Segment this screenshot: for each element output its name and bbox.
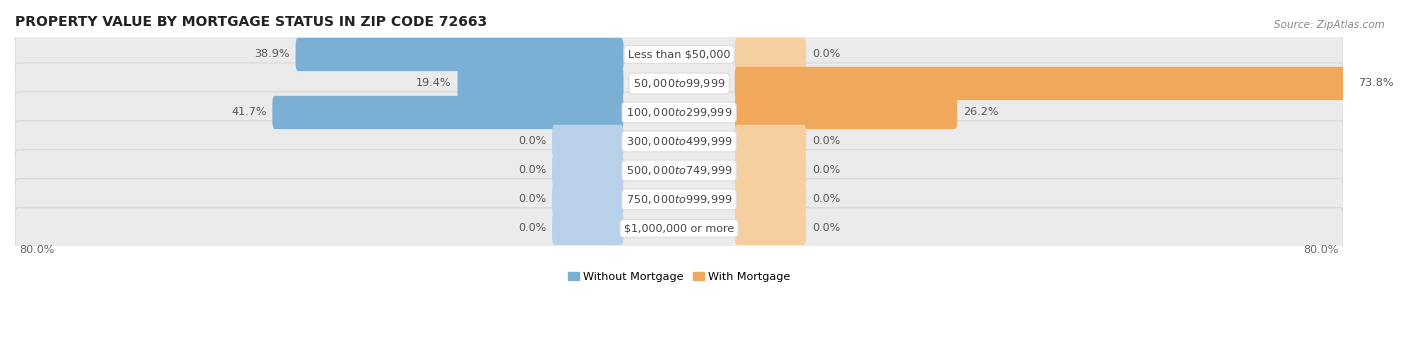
FancyBboxPatch shape: [735, 125, 806, 158]
Legend: Without Mortgage, With Mortgage: Without Mortgage, With Mortgage: [564, 267, 794, 286]
Text: 41.7%: 41.7%: [231, 107, 267, 117]
Text: $300,000 to $499,999: $300,000 to $499,999: [626, 135, 733, 148]
Text: $100,000 to $299,999: $100,000 to $299,999: [626, 106, 733, 119]
Text: 0.0%: 0.0%: [517, 194, 547, 204]
FancyBboxPatch shape: [735, 154, 806, 187]
FancyBboxPatch shape: [553, 154, 623, 187]
Text: $500,000 to $749,999: $500,000 to $749,999: [626, 164, 733, 177]
Text: 0.0%: 0.0%: [517, 136, 547, 147]
Text: 73.8%: 73.8%: [1358, 79, 1393, 88]
FancyBboxPatch shape: [735, 67, 1353, 100]
FancyBboxPatch shape: [15, 63, 1343, 104]
FancyBboxPatch shape: [15, 179, 1343, 220]
FancyBboxPatch shape: [735, 96, 957, 129]
FancyBboxPatch shape: [553, 125, 623, 158]
Text: Less than $50,000: Less than $50,000: [628, 50, 730, 59]
Text: 0.0%: 0.0%: [811, 136, 841, 147]
FancyBboxPatch shape: [457, 67, 623, 100]
Text: 0.0%: 0.0%: [517, 223, 547, 233]
Text: 80.0%: 80.0%: [1303, 245, 1339, 255]
FancyBboxPatch shape: [273, 96, 623, 129]
Text: 0.0%: 0.0%: [811, 166, 841, 175]
Text: $750,000 to $999,999: $750,000 to $999,999: [626, 193, 733, 206]
Text: 0.0%: 0.0%: [517, 166, 547, 175]
Text: 0.0%: 0.0%: [811, 194, 841, 204]
Text: $1,000,000 or more: $1,000,000 or more: [624, 223, 734, 233]
Text: $50,000 to $99,999: $50,000 to $99,999: [633, 77, 725, 90]
FancyBboxPatch shape: [15, 92, 1343, 133]
FancyBboxPatch shape: [295, 38, 623, 71]
Text: PROPERTY VALUE BY MORTGAGE STATUS IN ZIP CODE 72663: PROPERTY VALUE BY MORTGAGE STATUS IN ZIP…: [15, 15, 486, 29]
Text: 80.0%: 80.0%: [20, 245, 55, 255]
Text: 19.4%: 19.4%: [416, 79, 451, 88]
FancyBboxPatch shape: [553, 212, 623, 245]
FancyBboxPatch shape: [735, 212, 806, 245]
FancyBboxPatch shape: [15, 34, 1343, 75]
Text: 38.9%: 38.9%: [254, 50, 290, 59]
Text: 0.0%: 0.0%: [811, 50, 841, 59]
Text: 26.2%: 26.2%: [963, 107, 998, 117]
FancyBboxPatch shape: [15, 150, 1343, 191]
FancyBboxPatch shape: [735, 183, 806, 216]
FancyBboxPatch shape: [15, 121, 1343, 162]
Text: Source: ZipAtlas.com: Source: ZipAtlas.com: [1274, 20, 1385, 30]
FancyBboxPatch shape: [15, 208, 1343, 249]
FancyBboxPatch shape: [735, 38, 806, 71]
Text: 0.0%: 0.0%: [811, 223, 841, 233]
FancyBboxPatch shape: [553, 183, 623, 216]
